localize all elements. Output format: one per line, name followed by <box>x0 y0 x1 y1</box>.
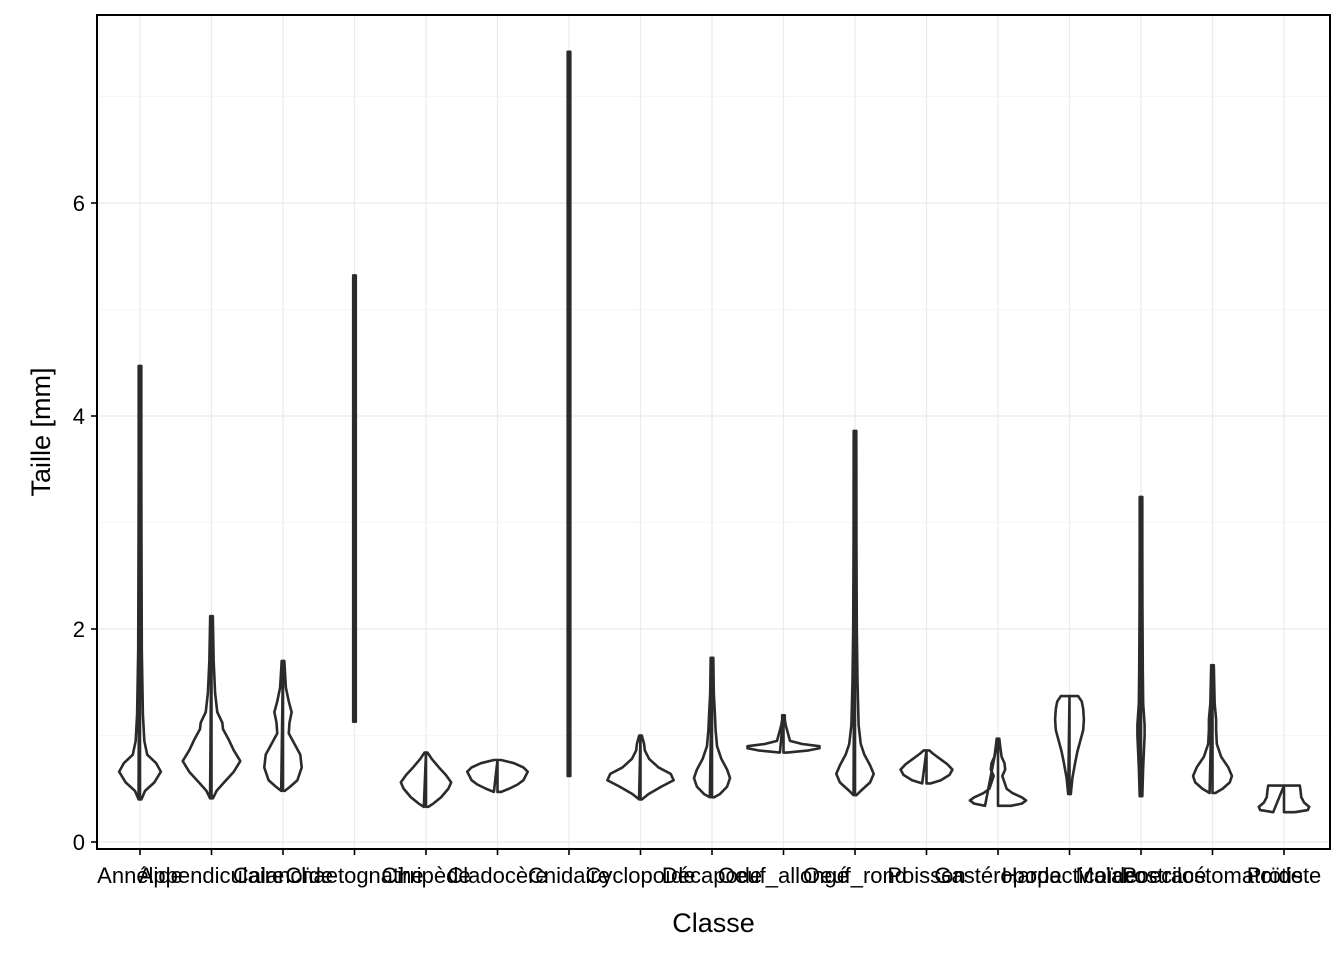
x-tick-label: Gastéropode <box>934 863 1061 888</box>
violin-10 <box>834 429 876 797</box>
violin-16 <box>1257 784 1311 814</box>
violin-14 <box>1136 495 1146 798</box>
x-tick-label: Malacostracé <box>1076 863 1207 888</box>
violin-0 <box>117 364 163 801</box>
x-tick-label: Oeuf_allongé <box>718 863 849 888</box>
violin-11 <box>899 749 954 785</box>
x-axis-title: Classe <box>672 908 755 938</box>
violin-series <box>117 50 1311 814</box>
x-tick-label: Cnidaire <box>528 863 610 888</box>
x-tick-label: Décapode <box>662 863 762 888</box>
x-tick-label: Poecilostomatoïde <box>1122 863 1303 888</box>
violin-3 <box>351 274 358 723</box>
y-tick-label: 4 <box>73 404 85 429</box>
violin-15 <box>1191 663 1234 795</box>
x-tick-label: Cirripède <box>381 863 470 888</box>
x-tick-label: Poisson <box>887 863 965 888</box>
x-tick-label: Annélide <box>97 863 183 888</box>
x-tick-label: Harpacticoïde <box>1002 863 1138 888</box>
violin-8 <box>692 656 732 799</box>
violin-1 <box>181 614 242 800</box>
violin-7 <box>606 734 675 801</box>
y-axis: 0 2 4 6 <box>73 191 97 855</box>
x-tick-label: Protiste <box>1247 863 1322 888</box>
violin-12 <box>968 737 1028 808</box>
y-tick-label: 0 <box>73 830 85 855</box>
x-tick-label: Chaetognathe <box>285 863 423 888</box>
x-tick-label: Appendiculaire <box>139 863 285 888</box>
y-tick-label: 6 <box>73 191 85 216</box>
violin-2 <box>262 659 304 793</box>
violin-4 <box>399 751 453 809</box>
y-tick-label: 2 <box>73 617 85 642</box>
violin-13 <box>1053 694 1086 796</box>
violin-5 <box>465 758 530 794</box>
x-tick-label: Cladocère <box>447 863 547 888</box>
violin-6 <box>566 50 572 778</box>
x-axis: AnnélideAppendiculaireCalanoïdeChaetogna… <box>97 849 1321 888</box>
plot-panel <box>96 14 1331 850</box>
x-tick-label: Cyclopoïde <box>585 863 695 888</box>
violin-9 <box>746 713 821 754</box>
y-axis-title: Taille [mm] <box>26 367 56 496</box>
x-tick-label: Oeuf_rond <box>803 863 907 888</box>
x-tick-label: Calanoïde <box>233 863 333 888</box>
